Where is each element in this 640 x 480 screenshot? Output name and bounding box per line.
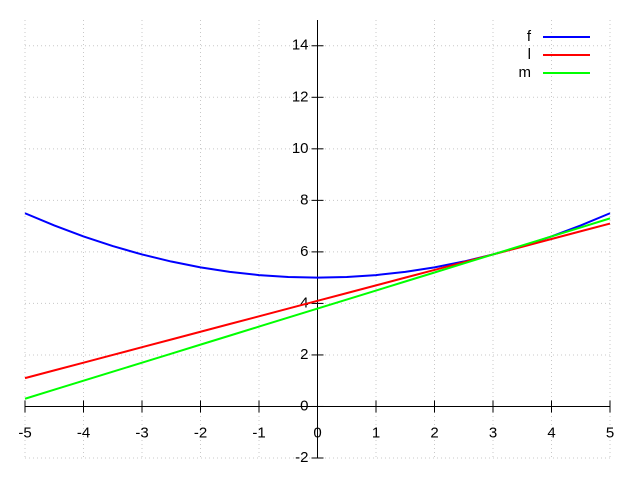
- x-tick-label: -2: [194, 424, 207, 441]
- y-tick-label: 6: [300, 243, 308, 260]
- y-tick-label: 12: [292, 88, 309, 105]
- legend-label: m: [519, 64, 532, 81]
- x-tick-label: 0: [313, 424, 321, 441]
- x-tick-label: 1: [372, 424, 380, 441]
- legend-label: l: [528, 46, 531, 63]
- x-tick-label: 2: [430, 424, 438, 441]
- y-tick-label: 2: [300, 346, 308, 363]
- x-tick-label: 4: [547, 424, 555, 441]
- y-tick-label: 10: [292, 140, 309, 157]
- legend-label: f: [527, 28, 532, 45]
- x-tick-label: 5: [606, 424, 614, 441]
- y-tick-label: 4: [300, 294, 308, 311]
- x-tick-label: -5: [18, 424, 31, 441]
- x-tick-label: -3: [135, 424, 148, 441]
- y-tick-label: -2: [295, 449, 308, 466]
- x-tick-label: 3: [489, 424, 497, 441]
- x-tick-label: -1: [252, 424, 265, 441]
- x-tick-label: -4: [77, 424, 90, 441]
- y-tick-label: 0: [300, 397, 308, 414]
- y-tick-label: 14: [292, 37, 309, 54]
- series-line: [24, 217, 611, 400]
- y-tick-label: 8: [300, 191, 308, 208]
